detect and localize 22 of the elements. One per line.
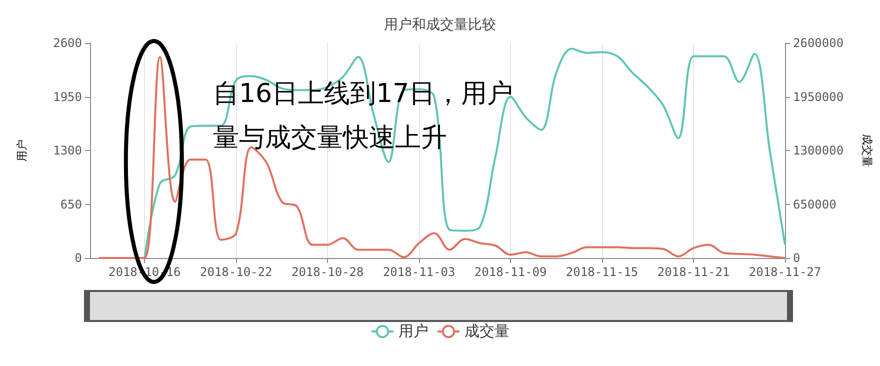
y-tick-label: 0 [74, 251, 82, 265]
x-tick-label: 2018-11-21 [657, 265, 730, 279]
x-tick-label: 2018-11-15 [566, 265, 638, 279]
y-tick-label: 2600 [53, 36, 82, 50]
y2-tick-label: 1950000 [793, 90, 844, 104]
y2-tick-label: 0 [793, 251, 800, 265]
x-tick-label: 2018-11-03 [382, 265, 456, 279]
y2-axis-title: 成交量 [860, 134, 874, 167]
y-tick-label: 1300 [53, 144, 82, 158]
chart-title: 用户和成交量比较 [384, 16, 496, 32]
y2-tick-label: 1300000 [793, 144, 844, 158]
y2-tick-label: 650000 [793, 197, 836, 212]
legend-label: 成交量 [464, 323, 510, 340]
legend-label: 用户 [398, 323, 428, 340]
y-tick-label: 1950 [53, 90, 82, 104]
x-tick-label: 2018-10-22 [200, 265, 272, 279]
x-tick-label: 2018-11-27 [748, 265, 822, 279]
y2-tick-label: 2600000 [793, 36, 844, 50]
x-tick-label: 2018-11-09 [474, 265, 547, 279]
y-tick-label: 650 [60, 197, 82, 212]
y-axis-title: 用户 [16, 140, 28, 162]
x-tick-label: 2018-10-28 [291, 265, 364, 279]
